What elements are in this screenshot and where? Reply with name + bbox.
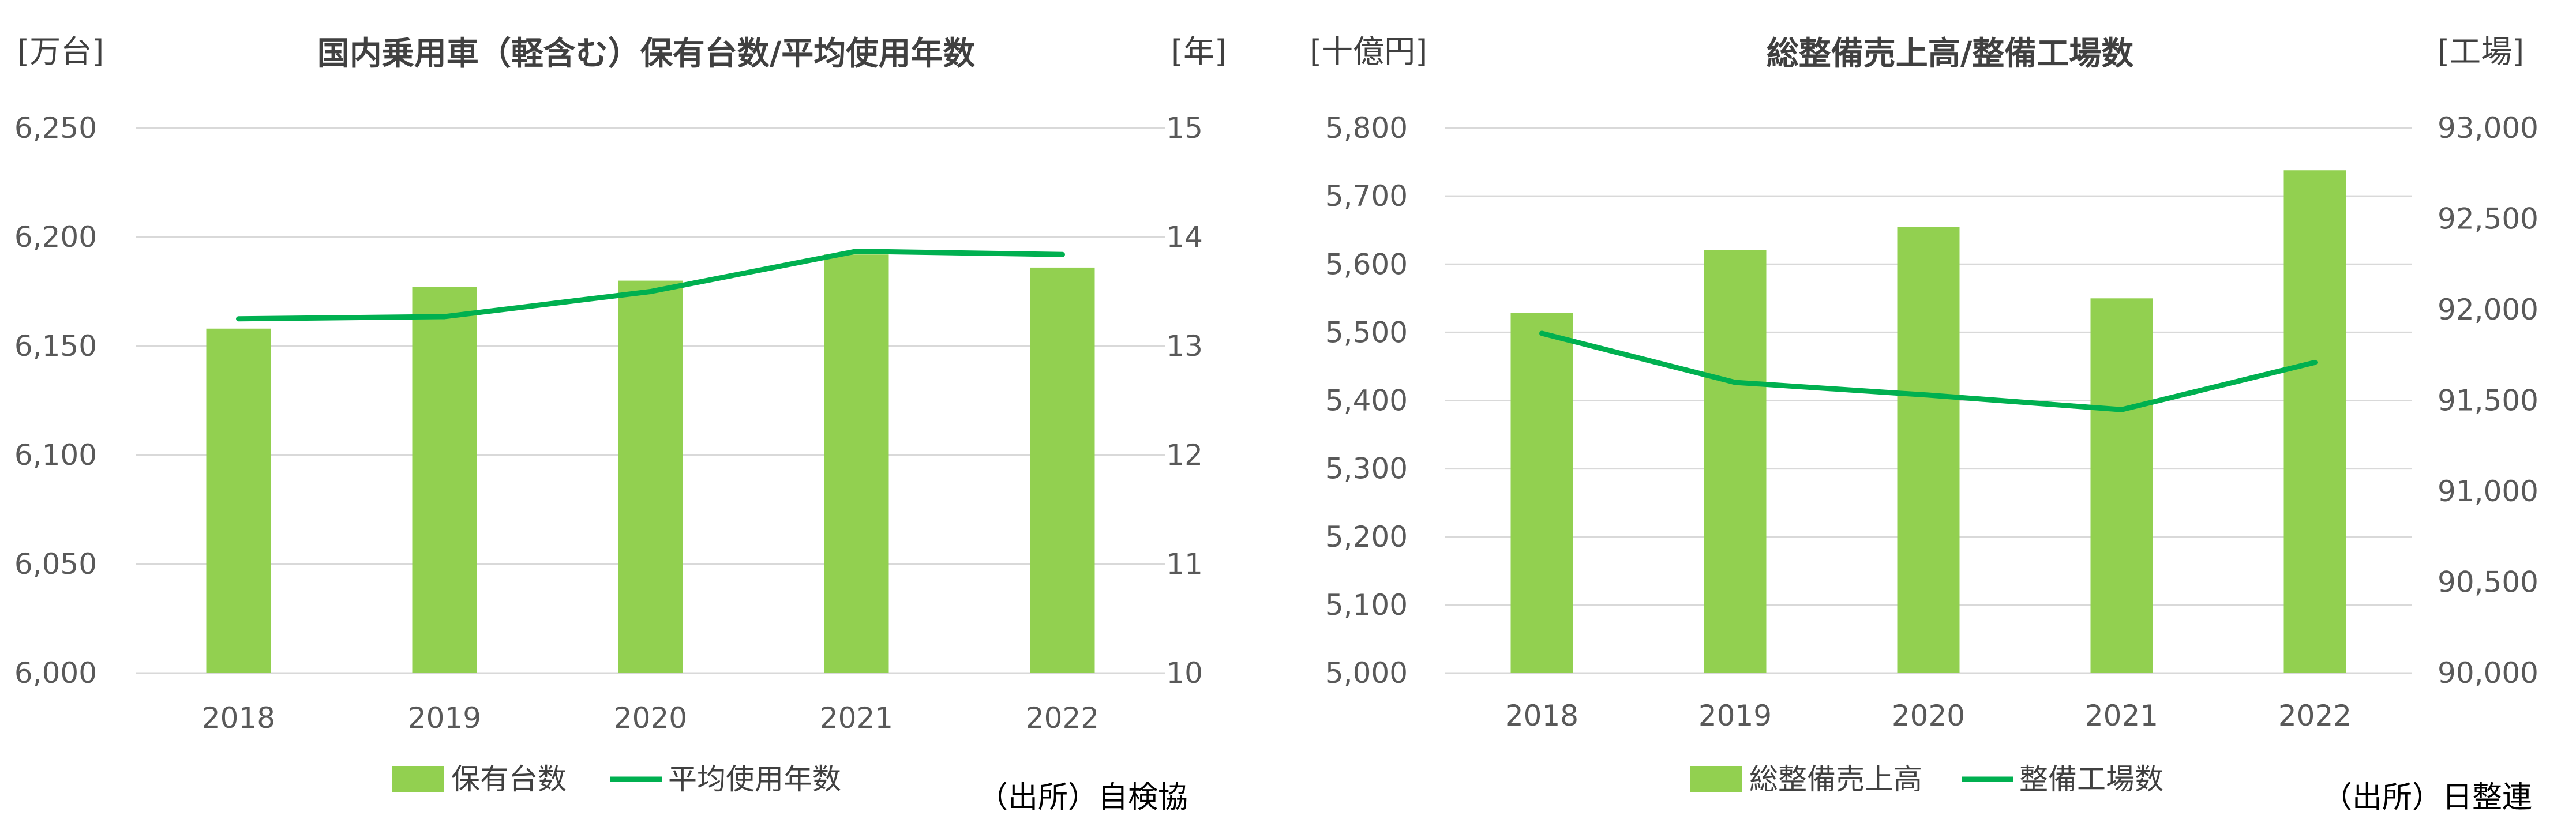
chart1-bar [1030, 267, 1095, 673]
chart1-right-tick-label: 12 [1166, 438, 1203, 472]
chart1-left-tick-label: 6,050 [14, 547, 97, 581]
chart2-left-tick-label: 5,700 [1325, 179, 1408, 213]
chart2-right-tick-label: 91,500 [2438, 384, 2538, 418]
chart2-right-unit: [工場] [2438, 33, 2524, 70]
chart1-x-tick-label: 2020 [614, 701, 687, 735]
chart1-x-tick-label: 2019 [408, 701, 481, 735]
chart1-right-tick-label: 13 [1166, 329, 1203, 363]
chart1-x-tick-label: 2018 [202, 701, 275, 735]
chart2-right-tick-label: 92,500 [2438, 202, 2538, 236]
chart2-source: （出所）日整連 [2322, 780, 2532, 815]
chart2-left-tick-label: 5,300 [1325, 452, 1408, 486]
chart2-left-tick-label: 5,800 [1325, 111, 1408, 145]
chart1-bar [412, 287, 477, 673]
chart2-x-tick-label: 2020 [1892, 699, 1965, 732]
chart1-right-tick-label: 11 [1166, 547, 1203, 581]
chart2-left-tick-label: 5,200 [1325, 520, 1408, 554]
chart2-bar [1897, 227, 1960, 673]
chart1-legend-bar-label: 保有台数 [451, 762, 567, 796]
chart1-source: （出所）自検協 [978, 780, 1188, 815]
chart1-bar [824, 254, 889, 673]
chart2-legend-bar-label: 総整備売上高 [1749, 762, 1922, 796]
chart1-series-line [236, 249, 1065, 322]
chart2-title: 総整備売上高/整備工場数 [1767, 35, 2133, 73]
chart1-x-tick-label: 2021 [820, 701, 893, 735]
chart2-bar [2283, 170, 2346, 673]
chart1-right-unit: [年] [1171, 33, 1227, 70]
chart2-right-tick-label: 93,000 [2438, 111, 2538, 145]
chart2-bar [2090, 298, 2153, 673]
chart1-legend-bar-swatch [392, 766, 444, 792]
chart2-left-tick-label: 5,000 [1325, 656, 1408, 690]
chart2-right-tick-label: 90,000 [2438, 656, 2538, 690]
chart1-left-tick-label: 6,250 [14, 111, 97, 145]
chart2-series-line [1539, 330, 2318, 412]
chart1-bar [618, 280, 683, 674]
chart1-left-tick-label: 6,150 [14, 329, 97, 363]
chart2-left-tick-label: 5,400 [1325, 384, 1408, 418]
chart2-x-tick-label: 2019 [1698, 699, 1772, 732]
chart2-x-tick-label: 2018 [1505, 699, 1578, 732]
chart2-right-tick-label: 91,000 [2438, 475, 2538, 508]
chart2-right-tick-label: 92,000 [2438, 293, 2538, 326]
chart2-x-tick-label: 2022 [2278, 699, 2352, 732]
chart2-legend-bar-swatch [1690, 766, 1742, 792]
chart2-right-tick-label: 90,500 [2438, 566, 2538, 599]
chart1-left-tick-label: 6,000 [14, 656, 97, 690]
chart1-bar [206, 328, 271, 673]
chart1-left-tick-label: 6,100 [14, 438, 97, 472]
chart1-right-tick-label: 10 [1166, 656, 1203, 690]
chart2-left-unit: [十億円] [1310, 33, 1427, 70]
chart2-legend-line-label: 整備工場数 [2019, 762, 2163, 796]
chart2-bar [1704, 250, 1767, 674]
chart1-legend-line-label: 平均使用年数 [668, 762, 841, 796]
chart1-right-tick-label: 14 [1166, 220, 1203, 254]
chart2-left-tick-label: 5,500 [1325, 315, 1408, 349]
chart2-x-tick-label: 2021 [2085, 699, 2158, 732]
chart2-left-tick-label: 5,100 [1325, 588, 1408, 622]
chart1-title: 国内乗用車（軽含む）保有台数/平均使用年数 [317, 35, 975, 73]
chart1-left-tick-label: 6,200 [14, 220, 97, 254]
chart2-left-tick-label: 5,600 [1325, 247, 1408, 281]
chart1-x-tick-label: 2022 [1026, 701, 1099, 735]
chart2-bar [1510, 313, 1573, 673]
chart1-right-tick-label: 15 [1166, 111, 1203, 145]
chart1-left-unit: [万台] [17, 33, 104, 70]
